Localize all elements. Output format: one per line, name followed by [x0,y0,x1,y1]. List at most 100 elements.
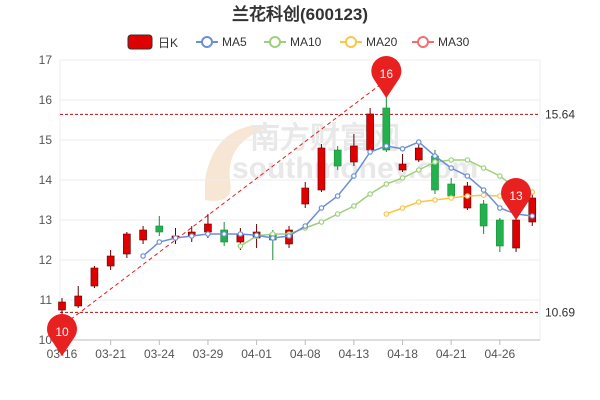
ma10-point [448,157,454,163]
ma20-point [480,192,487,199]
ma5-point [399,146,406,152]
marker-pin-icon [47,314,78,356]
candle-body [155,225,164,233]
candle-body [479,203,488,227]
ma5-point [383,143,390,149]
ma5-point [480,187,487,193]
candle-body [58,301,66,311]
candle-body [123,233,131,255]
y-tick-label: 16 [39,93,53,107]
ma5-point [156,239,163,245]
price-marker: 13 [501,178,532,220]
candle-body [74,295,83,307]
ma5-point [529,213,536,219]
legend-candle-icon [127,34,153,50]
x-tick-label: 04-21 [436,347,467,361]
candle-body [204,223,212,233]
ma5-point [318,205,325,211]
ma20-point [415,199,422,205]
ma5-point [188,233,195,239]
legend-marker-icon [417,36,429,48]
ma5-point [334,193,341,199]
ma5-point [140,253,146,259]
ma5-point [367,149,373,155]
ma20-point [399,205,406,211]
ma10-point [399,175,406,181]
candle-body [496,219,504,247]
ma10-point [415,167,422,173]
y-axis: 10 11 12 13 14 15 16 17 [39,53,53,347]
ma10-point [334,211,341,217]
ma10-point [464,157,471,163]
ma5-point [415,139,422,145]
ma5-point [237,231,244,237]
ma5-point [221,231,227,237]
markers: 10 16 13 [47,55,532,356]
ma20-point [448,195,454,201]
reference-lines: 15.64 10.69 [60,107,575,319]
reference-label: 10.69 [545,305,575,319]
ma5-point [253,232,260,239]
candle-body [447,183,455,197]
x-tick-label: 03-29 [193,347,224,361]
candle-body [106,255,115,267]
candle-body [350,145,358,163]
candle-body [512,219,520,249]
x-tick-label: 04-01 [241,347,272,361]
ma5-point [270,235,276,241]
y-tick-label: 13 [39,213,53,227]
y-tick-label: 14 [39,173,53,187]
legend-label: MA10 [290,35,322,49]
chart-title: 兰花科创(600123) [232,4,368,24]
ma5-point [172,235,179,241]
trend-line [53,79,387,333]
y-tick-label: 10 [39,333,53,347]
candle-body [528,197,537,223]
candle-body [139,229,147,241]
candle-body [382,107,391,151]
marker-label: 10 [55,325,69,339]
candle-body [90,267,99,287]
candle-body [414,147,423,161]
ma5-point [497,205,503,211]
ma20-point [432,197,438,203]
marker-label: 16 [380,67,394,81]
ma10-point [497,173,503,179]
candle-body [398,163,407,171]
x-tick-label: 04-18 [387,347,418,361]
y-tick-label: 17 [39,53,53,67]
legend-label: MA20 [366,35,398,49]
ma5-point [205,231,211,237]
ma10-point [351,203,357,209]
candle-body [366,113,374,151]
y-tick-label: 11 [40,293,53,307]
trend-line [53,79,387,333]
ma10-point [237,243,244,249]
legend-label: MA30 [438,35,470,49]
ma10-point [367,191,373,197]
ma5-point [432,153,438,159]
ma20-point [464,193,471,199]
ma5-point [448,165,454,171]
legend-marker-icon [269,36,281,48]
marker-pin-icon [501,178,532,220]
ma5-point [286,233,292,239]
ma5-point [302,223,309,229]
candle-body [301,187,310,205]
x-tick-label: 04-08 [290,347,321,361]
x-axis: 03-1603-2103-2403-2904-0104-0804-1304-18… [47,339,540,361]
y-tick-label: 12 [39,253,53,267]
legend-label: 日K [158,36,178,50]
x-tick-label: 04-13 [339,347,370,361]
price-marker: 10 [47,314,78,356]
legend: 日K MA5 MA10 MA20 MA30 [127,34,470,50]
reference-label: 15.64 [545,107,575,121]
legend-marker-icon [345,36,357,48]
ma10-point [480,165,487,171]
ma10-point [383,181,390,187]
x-tick-label: 03-24 [144,347,175,361]
marker-pin-icon [371,55,402,98]
ma5-point [351,173,357,179]
y-tick-label: 15 [39,133,53,147]
price-marker: 16 [371,55,402,98]
